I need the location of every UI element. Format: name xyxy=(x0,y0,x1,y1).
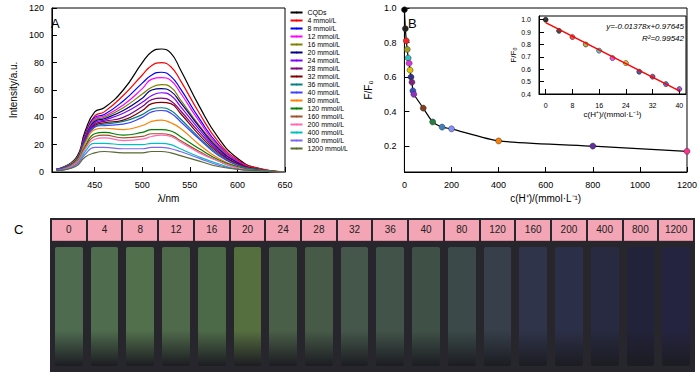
svg-text:F/F₀: F/F₀ xyxy=(509,47,518,62)
html-text:C: C xyxy=(14,222,24,237)
svg-text:λ/nm: λ/nm xyxy=(158,193,180,204)
svg-text:0.6: 0.6 xyxy=(521,66,531,73)
svg-text:800: 800 xyxy=(585,180,600,190)
svg-text:200 mmol/L: 200 mmol/L xyxy=(308,121,345,128)
svg-text:Intensity/a.u.: Intensity/a.u. xyxy=(8,62,19,119)
svg-text:20: 20 xyxy=(34,140,44,150)
svg-text:600: 600 xyxy=(538,180,553,190)
svg-text:20 mmol/L: 20 mmol/L xyxy=(308,49,341,56)
svg-text:100: 100 xyxy=(29,30,44,40)
svg-text:550: 550 xyxy=(182,180,197,190)
svg-text:32 mmol/L: 32 mmol/L xyxy=(308,73,341,80)
html-text:12: 12 xyxy=(170,224,182,235)
svg-text:400: 400 xyxy=(491,180,506,190)
svg-text:600: 600 xyxy=(230,180,245,190)
svg-text:0.9: 0.9 xyxy=(521,29,531,36)
svg-text:1000: 1000 xyxy=(630,180,650,190)
html-text:200: 200 xyxy=(560,224,578,235)
svg-text:0.2: 0.2 xyxy=(384,141,397,151)
svg-text:120: 120 xyxy=(29,3,44,13)
html-text:16: 16 xyxy=(206,224,218,235)
svg-text:0.6: 0.6 xyxy=(384,72,397,82)
svg-text:y=-0.01378x+0.97645: y=-0.01378x+0.97645 xyxy=(605,22,684,31)
svg-text:400 mmol/L: 400 mmol/L xyxy=(308,129,345,136)
svg-text:24: 24 xyxy=(622,102,630,109)
svg-text:8: 8 xyxy=(570,102,574,109)
html-text:0: 0 xyxy=(66,224,72,235)
svg-text:c(H⁺)/(mmol·L⁻¹): c(H⁺)/(mmol·L⁻¹) xyxy=(584,110,642,119)
svg-text:R²=0.99542: R²=0.99542 xyxy=(642,34,685,43)
svg-text:0.4: 0.4 xyxy=(521,91,531,98)
svg-text:A: A xyxy=(51,16,60,31)
html-text:20: 20 xyxy=(241,224,253,235)
svg-text:16 mmol/L: 16 mmol/L xyxy=(308,41,341,48)
svg-text:16: 16 xyxy=(595,102,603,109)
svg-text:500: 500 xyxy=(135,180,150,190)
svg-text:CQDs: CQDs xyxy=(308,9,328,17)
html-text:8: 8 xyxy=(137,224,144,235)
svg-text:0: 0 xyxy=(402,180,407,190)
svg-text:120 mmol/L: 120 mmol/L xyxy=(308,105,345,112)
svg-text:0: 0 xyxy=(544,102,548,109)
svg-text:B: B xyxy=(408,16,417,31)
svg-text:4 mmol/L: 4 mmol/L xyxy=(308,17,337,24)
svg-text:450: 450 xyxy=(87,180,102,190)
svg-text:200: 200 xyxy=(444,180,459,190)
html-text:400: 400 xyxy=(596,224,613,235)
html-text:800: 800 xyxy=(632,224,649,235)
svg-text:8 mmol/L: 8 mmol/L xyxy=(308,25,337,32)
html-text:80: 80 xyxy=(456,224,468,235)
svg-text:0.5: 0.5 xyxy=(521,78,531,85)
html-text:4: 4 xyxy=(101,224,108,235)
html-text:160: 160 xyxy=(524,224,542,235)
svg-text:650: 650 xyxy=(277,180,292,190)
svg-text:160 mmol/L: 160 mmol/L xyxy=(308,113,345,120)
svg-text:0.7: 0.7 xyxy=(521,53,531,60)
svg-text:40 mmol/L: 40 mmol/L xyxy=(308,89,341,96)
svg-text:40: 40 xyxy=(675,102,683,109)
html-text:1200: 1200 xyxy=(665,224,688,235)
svg-text:80 mmol/L: 80 mmol/L xyxy=(308,97,341,104)
svg-text:28 mmol/L: 28 mmol/L xyxy=(308,65,341,72)
svg-text:0.8: 0.8 xyxy=(521,41,531,48)
html-text:40: 40 xyxy=(420,224,432,235)
html-text:32: 32 xyxy=(349,224,361,235)
html-text:28: 28 xyxy=(313,224,325,235)
svg-text:1.0: 1.0 xyxy=(384,3,397,13)
svg-text:80: 80 xyxy=(34,58,44,68)
svg-text:32: 32 xyxy=(649,102,657,109)
svg-text:1.0: 1.0 xyxy=(521,16,531,23)
svg-text:0.4: 0.4 xyxy=(384,107,397,117)
svg-text:12 mmol/L: 12 mmol/L xyxy=(308,33,341,40)
svg-text:60: 60 xyxy=(34,85,44,95)
svg-text:c(H⁺)/(mmol·L⁻¹): c(H⁺)/(mmol·L⁻¹) xyxy=(510,193,581,204)
svg-text:40: 40 xyxy=(34,112,44,122)
svg-text:0: 0 xyxy=(39,167,44,177)
html-text:36: 36 xyxy=(384,224,396,235)
svg-text:24 mmol/L: 24 mmol/L xyxy=(308,57,341,64)
svg-text:1200 mmol/L: 1200 mmol/L xyxy=(308,145,349,152)
svg-text:0.8: 0.8 xyxy=(384,38,397,48)
html-text:24: 24 xyxy=(277,224,289,235)
html-text:120: 120 xyxy=(489,224,506,235)
svg-text:36 mmol/L: 36 mmol/L xyxy=(308,81,341,88)
svg-text:F/F₀: F/F₀ xyxy=(363,80,374,99)
svg-text:800 mmol/L: 800 mmol/L xyxy=(308,137,345,144)
svg-text:1200: 1200 xyxy=(677,180,697,190)
